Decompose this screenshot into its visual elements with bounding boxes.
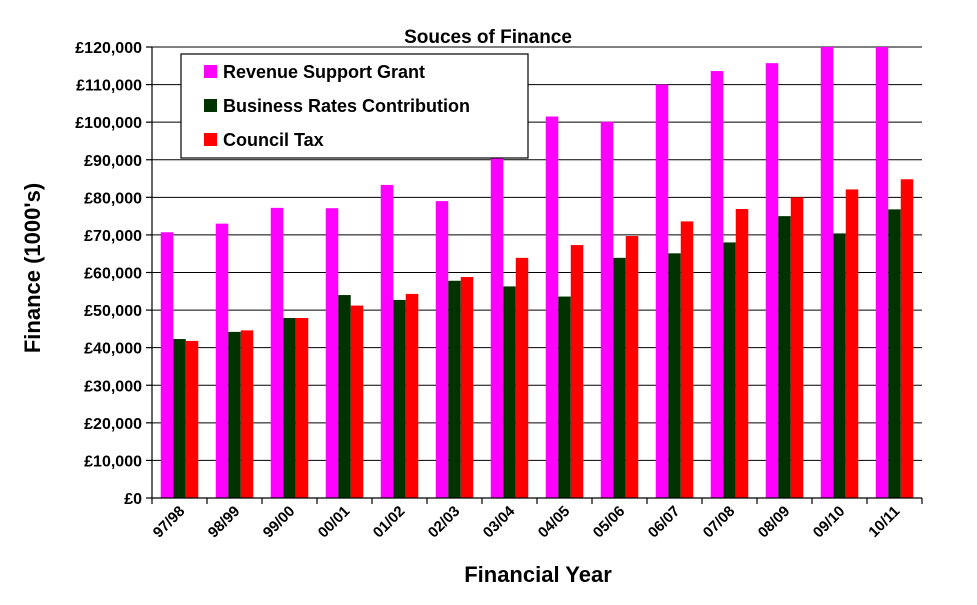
bar-council-tax-06-07 (680, 221, 694, 499)
x-tick-label: 10/11 (865, 503, 903, 541)
y-tick-label: £80,000 (84, 190, 142, 207)
y-tick-labels: £0 £10,000 £20,000 £30,000 £40,000 £50,000 £60… (75, 40, 142, 508)
legend-swatch (204, 99, 217, 112)
y-tick-label: £60,000 (84, 266, 142, 283)
bar-revenue-support-grant-99-00 (270, 207, 284, 498)
bar-business-rates-contribution-08-09 (778, 216, 791, 498)
bar-business-rates-contribution-04-05 (558, 296, 571, 498)
bar-business-rates-contribution-05-06 (613, 257, 626, 498)
bar-council-tax-10-11 (900, 179, 914, 498)
bar-council-tax-08-09 (790, 197, 804, 499)
y-tick-label: £90,000 (84, 153, 142, 170)
bar-council-tax-04-05 (570, 245, 584, 498)
y-tick-label: £30,000 (84, 378, 142, 395)
bar-revenue-support-grant-97-98 (160, 232, 174, 498)
x-tick-label: 02/03 (425, 503, 464, 542)
y-tick-label: £70,000 (84, 228, 142, 245)
x-tick-label: 05/06 (590, 503, 629, 542)
legend-box (180, 53, 529, 159)
bar-revenue-support-grant-00-01 (325, 208, 339, 499)
bar-council-tax-09-10 (845, 189, 859, 498)
x-tick-label: 03/04 (480, 502, 519, 541)
x-tick-label: 98/99 (205, 503, 244, 542)
bar-revenue-support-grant-04-05 (545, 116, 559, 498)
y-tick-label: £20,000 (84, 416, 142, 433)
bar-business-rates-contribution-07-08 (723, 242, 736, 498)
bar-business-rates-contribution-00-01 (338, 295, 351, 498)
y-tick-label: £0 (124, 491, 142, 508)
bar-business-rates-contribution-06-07 (668, 253, 681, 498)
y-axis-title: Finance (1000's) (20, 183, 45, 353)
bar-business-rates-contribution-98-99 (228, 331, 241, 498)
legend-swatch (204, 65, 217, 78)
y-tick-label: £40,000 (84, 341, 142, 358)
bar-business-rates-contribution-97-98 (173, 339, 186, 498)
bar-business-rates-contribution-09-10 (833, 233, 846, 498)
bar-revenue-support-grant-09-10 (820, 47, 834, 498)
bar-business-rates-contribution-02-03 (448, 280, 461, 498)
x-axis-title: Financial Year (464, 562, 612, 587)
bar-revenue-support-grant-10-11 (875, 47, 889, 498)
y-tick-label: £100,000 (75, 115, 142, 132)
bar-revenue-support-grant-06-07 (655, 84, 669, 498)
legend-items: Revenue Support Grant Business Rates Cont… (204, 62, 470, 150)
x-tick-label: 06/07 (645, 503, 684, 542)
y-tick-label: £10,000 (84, 453, 142, 470)
bar-revenue-support-grant-03-04 (490, 158, 504, 498)
x-tick-label: 07/08 (700, 503, 739, 542)
legend-swatch (204, 133, 217, 146)
chart-title: Souces of Finance (404, 27, 572, 48)
x-tick-labels: 97/98 98/99 99/00 00/01 01/02 02/03 03/04 04/05… (150, 502, 904, 541)
bar-revenue-support-grant-07-08 (710, 71, 724, 498)
bar-business-rates-contribution-01-02 (393, 299, 406, 498)
bar-business-rates-contribution-03-04 (503, 286, 516, 498)
bar-council-tax-00-01 (350, 305, 364, 498)
x-tick-label: 08/09 (755, 503, 794, 542)
bar-council-tax-01-02 (405, 293, 419, 498)
legend-label: Revenue Support Grant (223, 62, 425, 82)
y-tick-label: £110,000 (76, 78, 142, 95)
y-tick-label: £50,000 (84, 303, 142, 320)
bar-revenue-support-grant-08-09 (765, 63, 779, 499)
bar-revenue-support-grant-01-02 (380, 184, 394, 498)
x-tick-label: 99/00 (260, 503, 299, 542)
bar-council-tax-99-00 (295, 317, 309, 498)
x-tick-label: 04/05 (535, 503, 574, 542)
legend-label: Business Rates Contribution (223, 96, 470, 116)
x-tick-label: 97/98 (150, 503, 189, 542)
x-tick-label: 01/02 (370, 503, 409, 542)
x-tick-label: 00/01 (315, 503, 354, 542)
bar-council-tax-02-03 (460, 277, 474, 498)
bar-business-rates-contribution-99-00 (283, 317, 296, 498)
axes (146, 46, 923, 504)
bar-council-tax-05-06 (625, 236, 639, 498)
bar-council-tax-03-04 (515, 257, 529, 498)
bar-business-rates-contribution-10-11 (888, 209, 901, 499)
bar-revenue-support-grant-02-03 (435, 201, 449, 498)
legend-label: Council Tax (223, 130, 324, 150)
bar-revenue-support-grant-05-06 (600, 121, 614, 498)
bars (160, 47, 914, 499)
bar-revenue-support-grant-98-99 (215, 223, 229, 498)
bar-council-tax-97-98 (185, 340, 199, 498)
bar-council-tax-98-99 (240, 330, 254, 498)
x-tick-label: 09/10 (810, 503, 849, 542)
y-tick-label: £120,000 (75, 40, 142, 57)
legend: Revenue Support Grant Business Rates Cont… (180, 53, 529, 159)
bar-council-tax-07-08 (735, 208, 749, 498)
